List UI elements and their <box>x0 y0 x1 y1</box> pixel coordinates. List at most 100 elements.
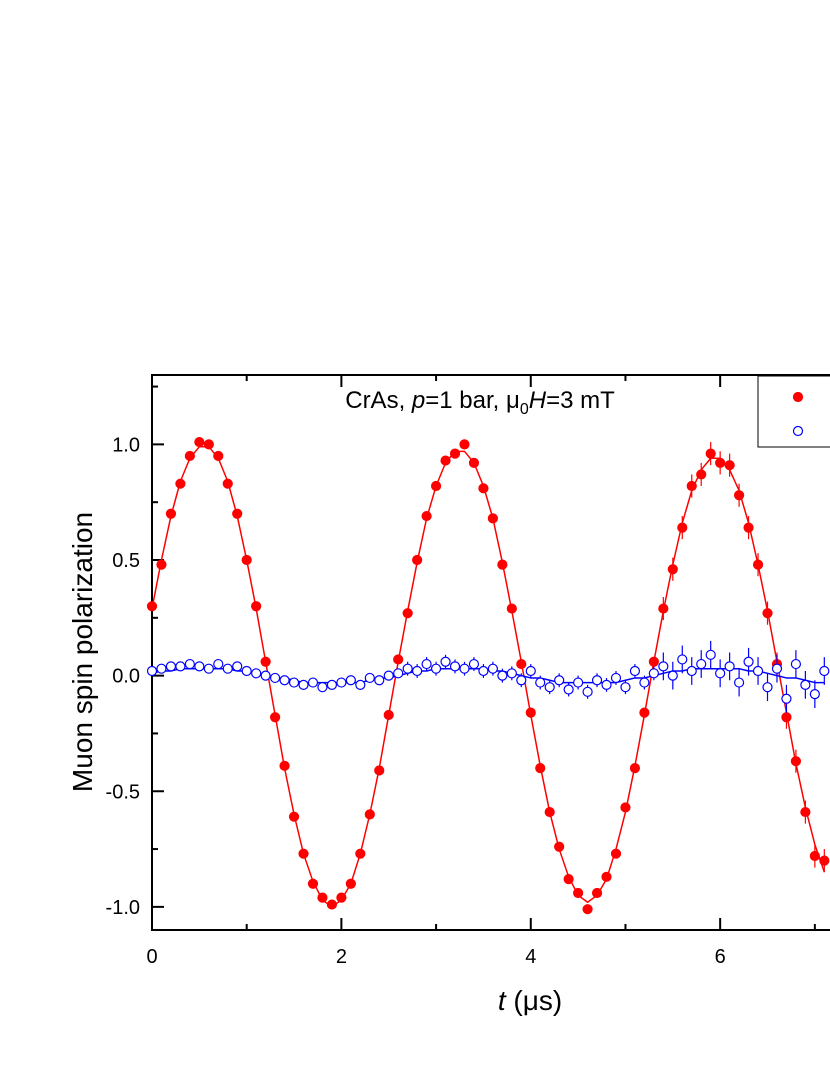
data-point <box>487 513 498 524</box>
data-point <box>610 848 622 859</box>
data-point <box>184 658 195 670</box>
data-point <box>241 665 252 677</box>
data-point <box>260 670 271 681</box>
data-point <box>468 457 480 468</box>
data-point <box>430 480 442 492</box>
data-point <box>639 677 650 688</box>
data-point <box>364 809 375 820</box>
data-point <box>487 663 498 674</box>
data-point <box>232 661 243 672</box>
data-point <box>535 677 546 688</box>
chart-title: CrAs, p=1 bar, μ0H=3 mT <box>345 387 615 418</box>
data-point <box>809 850 820 862</box>
axis-frame <box>151 374 830 931</box>
data-point <box>629 665 641 677</box>
data-point <box>459 439 470 450</box>
data-point <box>165 661 177 672</box>
data-point <box>516 658 527 670</box>
data-point <box>705 448 716 459</box>
data-point <box>667 564 678 575</box>
data-point <box>601 871 612 882</box>
data-point <box>251 601 262 612</box>
data-point <box>591 887 603 899</box>
data-point <box>279 760 290 771</box>
data-point <box>336 892 347 903</box>
data-point <box>440 656 451 667</box>
x-tick-label: 6 <box>715 946 726 968</box>
title-part: 0 <box>520 401 529 418</box>
data-point <box>412 554 423 566</box>
data-point <box>468 658 480 670</box>
x-tick-label: 4 <box>525 946 536 968</box>
data-point <box>752 559 764 570</box>
data-point <box>374 675 385 686</box>
data-point <box>203 663 214 674</box>
data-point <box>156 663 167 674</box>
data-point <box>336 677 347 688</box>
data-point <box>762 608 773 619</box>
data-point <box>544 682 555 693</box>
data-point <box>819 855 830 866</box>
legend-box <box>757 375 830 448</box>
title-part: H <box>529 387 547 414</box>
data-point <box>222 478 233 489</box>
data-point <box>648 656 659 667</box>
data-point <box>232 508 243 519</box>
data-point <box>307 677 319 688</box>
data-point <box>525 707 536 718</box>
data-point <box>449 661 461 672</box>
data-point <box>175 478 186 489</box>
data-point <box>402 608 413 619</box>
title-part: CrAs, <box>345 387 412 414</box>
data-point <box>270 672 281 684</box>
data-point <box>800 679 811 690</box>
data-point <box>563 874 574 885</box>
data-point <box>658 603 669 614</box>
data-point <box>449 448 461 459</box>
data-point <box>355 848 366 859</box>
y-axis-label: Muon spin polarization <box>67 512 98 792</box>
title-part: =1 bar, μ <box>425 387 520 414</box>
data-point <box>298 848 309 859</box>
data-point <box>743 656 754 667</box>
title-part: p <box>411 387 425 414</box>
data-point <box>582 904 593 915</box>
data-point <box>412 665 423 677</box>
data-point <box>620 802 631 813</box>
data-point <box>421 658 432 670</box>
data-point <box>686 480 697 492</box>
data-point <box>506 603 517 614</box>
data-point <box>146 665 158 677</box>
data-point <box>535 763 546 774</box>
data-point <box>582 686 593 697</box>
legend-marker <box>792 391 804 403</box>
data-point <box>696 469 707 480</box>
data-point <box>601 679 612 690</box>
data-point <box>156 559 167 570</box>
data-point <box>222 663 233 674</box>
data-point <box>165 508 177 519</box>
data-point <box>478 483 489 494</box>
data-point <box>525 665 536 677</box>
data-point <box>364 672 375 684</box>
data-point <box>421 510 432 522</box>
data-point <box>677 654 688 665</box>
data-point <box>497 670 508 681</box>
data-point <box>430 663 442 674</box>
title-part: =3 mT <box>546 387 615 414</box>
data-point <box>629 763 641 774</box>
data-point <box>819 665 830 677</box>
data-point <box>279 675 290 686</box>
data-point <box>648 668 659 679</box>
data-point <box>393 654 404 665</box>
x-axis-label: t (μs) <box>498 985 562 1016</box>
data-point <box>251 668 262 679</box>
x-tick-label: 2 <box>336 946 347 968</box>
data-point <box>573 887 584 899</box>
data-point <box>478 665 489 677</box>
data-point <box>781 712 792 723</box>
data-point <box>355 679 366 690</box>
legend-marker <box>792 425 804 437</box>
data-point <box>743 522 754 533</box>
y-tick-label: 0.0 <box>112 666 140 688</box>
